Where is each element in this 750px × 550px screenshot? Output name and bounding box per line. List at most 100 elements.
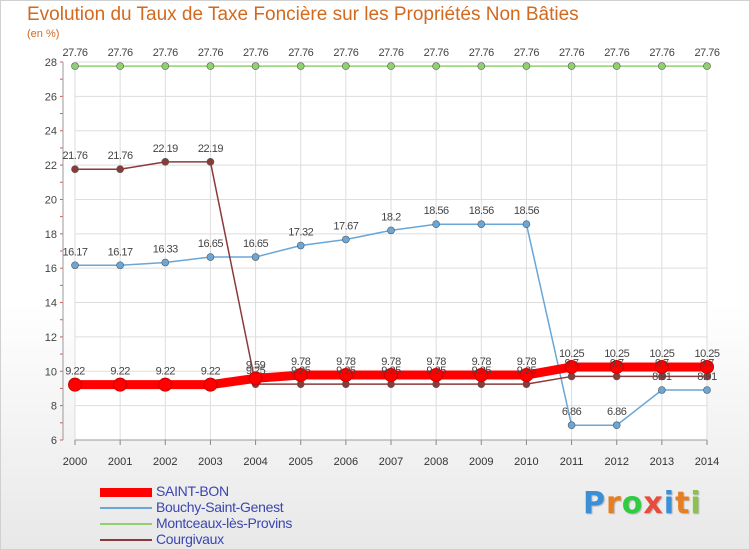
data-label: 9.25 (291, 365, 311, 377)
data-label: 10.25 (559, 348, 584, 360)
legend-label: SAINT-BON (156, 483, 229, 499)
chart-title: Evolution du Taux de Taxe Foncière sur l… (27, 4, 579, 25)
data-label: 6.86 (562, 406, 582, 418)
data-label: 27.76 (198, 47, 223, 59)
data-label: 18.56 (514, 205, 539, 217)
data-label: 9.25 (426, 365, 446, 377)
y-tick-label: 14 (45, 298, 57, 310)
data-label: 9.78 (336, 356, 356, 368)
x-tick-label: 2001 (108, 456, 132, 468)
legend-swatch (100, 487, 152, 497)
data-label: 27.76 (424, 47, 449, 59)
data-point (429, 368, 444, 383)
data-label: 16.65 (243, 238, 268, 250)
data-label: 16.17 (62, 246, 87, 258)
legend-item: Bouchy-Saint-Genest (100, 499, 400, 516)
data-point (296, 241, 305, 250)
data-label: 6.86 (607, 406, 627, 418)
x-tick-label: 2003 (198, 456, 222, 468)
data-point (342, 235, 350, 244)
data-label: 9.25 (336, 365, 356, 377)
data-point (206, 158, 215, 166)
data-point (71, 165, 79, 174)
x-tick-label: 2010 (514, 456, 538, 468)
legend-swatch (100, 523, 152, 525)
data-label: 8.91 (652, 371, 672, 383)
data-point (658, 386, 666, 394)
data-label: 9.59 (246, 359, 266, 371)
data-point (703, 386, 711, 394)
logo-letter: r (606, 486, 622, 521)
legend-swatch (100, 507, 152, 509)
x-tick-label: 2002 (153, 456, 177, 468)
data-point (161, 258, 170, 267)
data-point (477, 62, 486, 70)
data-point (248, 371, 263, 386)
data-point (474, 368, 489, 383)
x-tick-label: 2014 (695, 456, 719, 468)
data-point (293, 368, 308, 383)
data-point (432, 62, 440, 70)
data-point (68, 377, 82, 392)
data-label: 18.56 (424, 205, 449, 217)
data-label: 9.78 (472, 356, 492, 368)
data-label: 10.25 (694, 348, 719, 360)
data-label: 27.76 (469, 47, 494, 59)
x-tick-label: 2000 (63, 456, 87, 468)
data-label: 27.76 (243, 47, 268, 59)
y-tick-label: 8 (51, 401, 57, 413)
logo-letter: t (675, 486, 691, 521)
data-label: 16.65 (198, 238, 223, 250)
y-tick-label: 28 (45, 57, 57, 69)
data-label: 9.78 (381, 356, 401, 368)
data-label: 27.76 (514, 47, 539, 59)
data-point (384, 368, 398, 383)
y-tick-label: 12 (45, 332, 57, 344)
data-point (251, 253, 260, 261)
data-label: 27.76 (559, 47, 584, 59)
x-tick-label: 2012 (604, 456, 628, 468)
data-label: 21.76 (62, 150, 87, 162)
data-label: 9.7 (565, 357, 579, 369)
data-label: 27.76 (62, 47, 87, 59)
data-label: 9.7 (655, 357, 669, 369)
x-tick-label: 2005 (288, 456, 312, 468)
x-tick-label: 2009 (469, 456, 493, 468)
logo-letter: i (690, 486, 702, 521)
data-label: 27.76 (694, 47, 719, 59)
data-label: 18.2 (381, 211, 401, 223)
logo-letter: i (663, 486, 676, 521)
legend-label: Bouchy-Saint-Genest (156, 499, 284, 515)
x-tick-label: 2008 (424, 456, 448, 468)
data-point (71, 62, 79, 70)
data-label: 27.76 (288, 47, 313, 59)
data-label: 27.76 (108, 47, 133, 59)
y-tick-label: 18 (45, 229, 57, 241)
data-label: 9.7 (700, 357, 714, 369)
data-label: 9.7 (610, 357, 624, 369)
data-label: 9.25 (381, 365, 401, 377)
legend-swatch (100, 539, 152, 541)
data-point (564, 359, 579, 374)
data-point (161, 158, 170, 166)
data-label: 10.25 (649, 348, 674, 360)
y-tick-label: 6 (51, 435, 57, 447)
data-label: 9.78 (517, 356, 537, 368)
data-label: 27.76 (333, 47, 358, 59)
data-point (296, 62, 305, 70)
data-point (567, 421, 576, 430)
data-label: 9.22 (156, 366, 176, 378)
y-tick-label: 16 (45, 263, 57, 275)
line-chart: 6 8 10 12 14 16 18 20 22 24 26 28 2000 2001 2002 2003 20… (45, 47, 721, 468)
data-label: 22.19 (198, 143, 223, 155)
data-point (113, 377, 128, 392)
x-tick-label: 2006 (334, 456, 358, 468)
data-point (158, 377, 173, 392)
data-label: 21.76 (108, 150, 133, 162)
legend-item: SAINT-BON (100, 483, 400, 500)
data-point (116, 62, 124, 70)
data-point (203, 377, 218, 392)
data-label: 16.33 (153, 244, 178, 256)
proxiti-logo: Proxiti (583, 486, 702, 521)
data-label: 27.76 (153, 47, 178, 59)
